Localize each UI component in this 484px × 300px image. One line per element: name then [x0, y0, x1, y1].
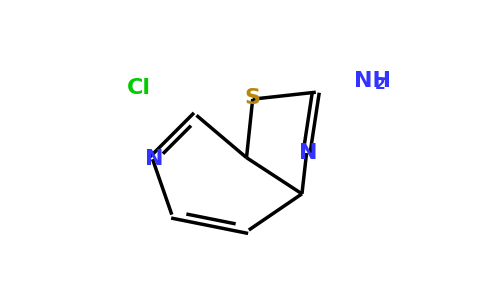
Text: 2: 2 — [374, 77, 385, 92]
Text: Cl: Cl — [127, 78, 151, 98]
Text: NH: NH — [354, 71, 391, 91]
Text: S: S — [245, 88, 261, 108]
Text: N: N — [145, 149, 164, 169]
Text: N: N — [299, 143, 318, 163]
